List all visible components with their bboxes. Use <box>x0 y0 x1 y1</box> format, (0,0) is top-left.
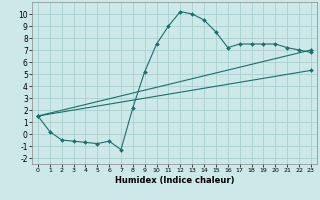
X-axis label: Humidex (Indice chaleur): Humidex (Indice chaleur) <box>115 176 234 185</box>
